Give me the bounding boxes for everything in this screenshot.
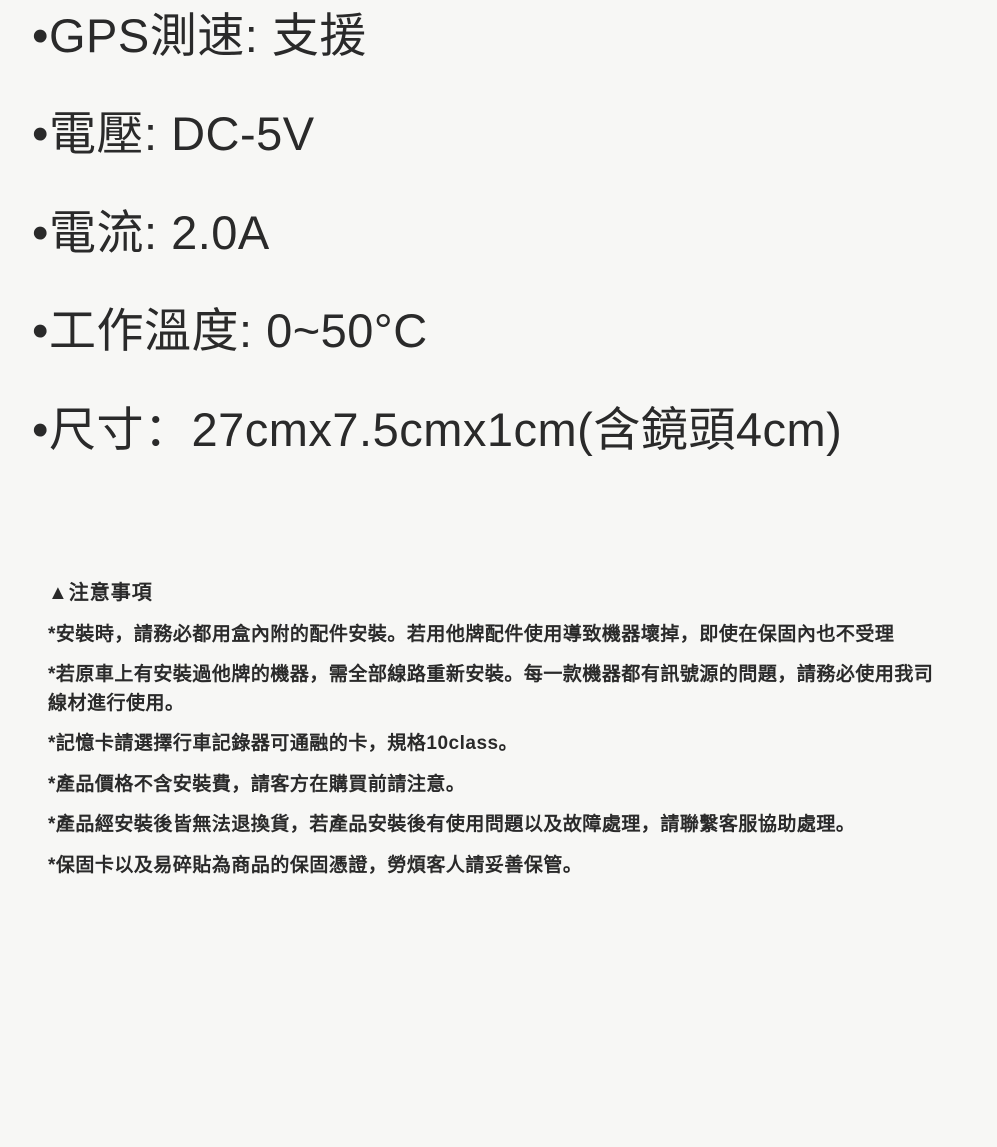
spec-current: •電流: 2.0A <box>32 205 965 261</box>
notes-section: ▲注意事項 *安裝時，請務必都用盒內附的配件安裝。若用他牌配件使用導致機器壞掉，… <box>0 576 997 881</box>
note-memory-card: *記憶卡請選擇行車記錄器可通融的卡，規格10class。 <box>48 730 949 759</box>
specs-section: •GPS測速: 支援 •電壓: DC-5V •電流: 2.0A •工作溫度: 0… <box>0 8 997 458</box>
notes-title: ▲注意事項 <box>48 576 949 605</box>
note-wiring: *若原車上有安裝過他牌的機器，需全部線路重新安裝。每一款機器都有訊號源的問題，請… <box>48 661 949 718</box>
note-return: *產品經安裝後皆無法退換貨，若產品安裝後有使用問題以及故障處理，請聯繫客服協助處… <box>48 811 949 840</box>
spec-temperature: •工作溫度: 0~50°C <box>32 303 965 359</box>
note-install: *安裝時，請務必都用盒內附的配件安裝。若用他牌配件使用導致機器壞掉，即使在保固內… <box>48 621 949 650</box>
note-warranty: *保固卡以及易碎貼為商品的保固憑證，勞煩客人請妥善保管。 <box>48 852 949 881</box>
spec-gps: •GPS測速: 支援 <box>32 8 965 64</box>
note-price: *產品價格不含安裝費，請客方在購買前請注意。 <box>48 771 949 800</box>
spec-voltage: •電壓: DC-5V <box>32 106 965 162</box>
spec-dimensions: •尺寸：27cmx7.5cmx1cm(含鏡頭4cm) <box>32 402 965 458</box>
